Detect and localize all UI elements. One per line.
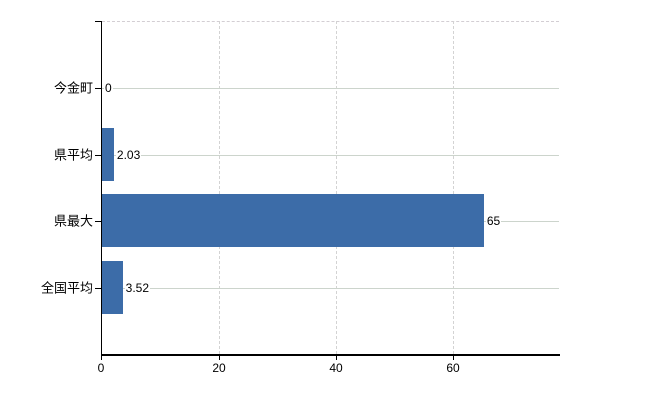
x-tick-label-60: 60 [446, 361, 460, 375]
x-tick-label-40: 40 [329, 361, 343, 375]
x-axis-tick [336, 354, 337, 360]
bar-prefecture-max [102, 194, 484, 247]
category-label-national-average: 全国平均 [40, 280, 93, 296]
category-label-imakane: 今金町 [53, 80, 93, 96]
y-axis-tick [95, 221, 101, 222]
y-axis-tick [95, 288, 101, 289]
x-tick-label-20: 20 [212, 361, 226, 375]
vertical-gridline-60 [453, 21, 454, 354]
x-axis-tick [101, 354, 102, 360]
vertical-gridline-20 [219, 21, 220, 354]
category-label-prefecture-average: 県平均 [53, 147, 93, 163]
value-label: 3.52 [124, 281, 151, 295]
x-tick-label-0: 0 [97, 361, 105, 375]
x-axis-line [101, 354, 560, 356]
y-axis-tick [95, 88, 101, 89]
horizontal-gridline [102, 288, 559, 289]
y-axis-tick [95, 21, 101, 22]
horizontal-gridline [102, 155, 559, 156]
x-axis-tick [453, 354, 454, 360]
vertical-gridline-40 [336, 21, 337, 354]
value-label: 65 [485, 214, 502, 228]
plot-top-border [102, 21, 559, 22]
bar-national-average [102, 261, 123, 314]
horizontal-gridline [102, 88, 559, 89]
category-label-prefecture-max: 県最大 [53, 213, 93, 229]
value-label: 0 [104, 81, 113, 95]
value-label: 2.03 [115, 148, 142, 162]
y-axis-tick [95, 155, 101, 156]
bar-prefecture-average [102, 128, 114, 181]
x-axis-tick [219, 354, 220, 360]
y-axis-line [101, 21, 102, 356]
